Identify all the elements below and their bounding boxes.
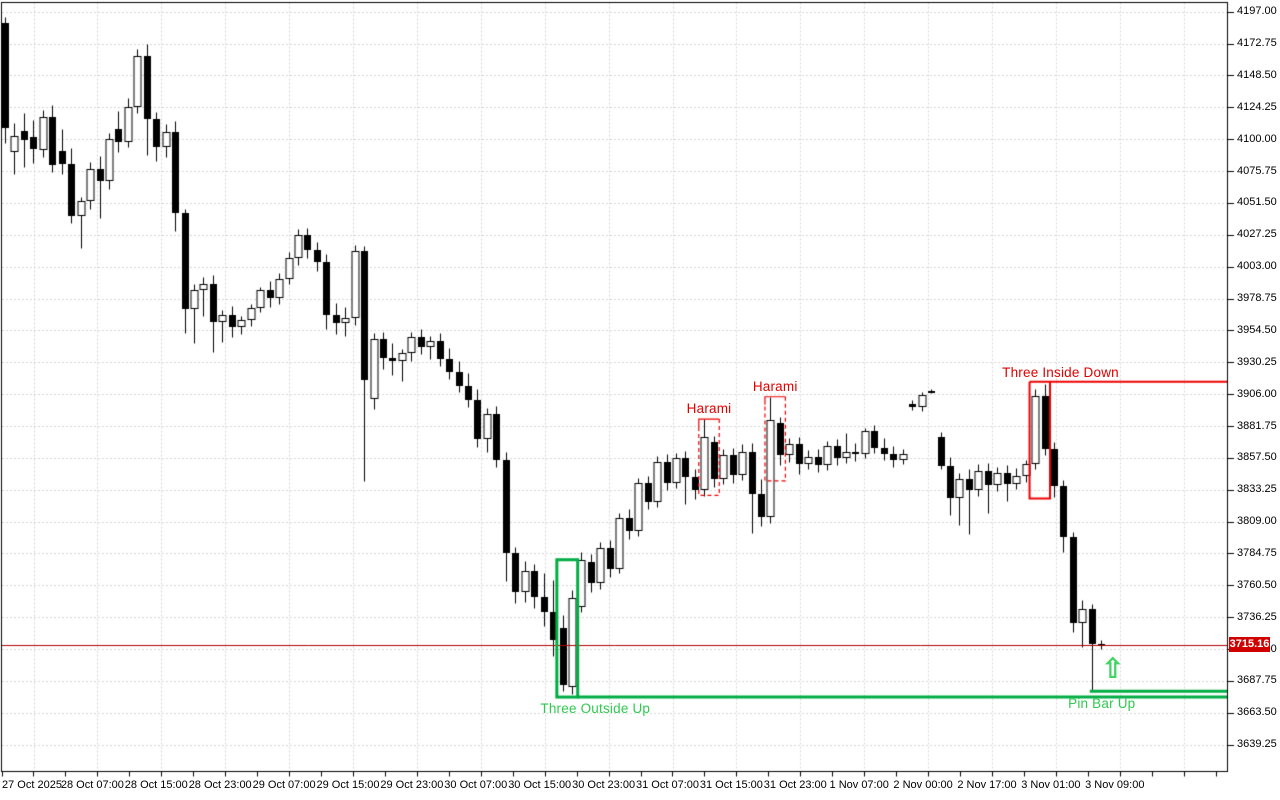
y-axis-label: 3760.50 [1237,578,1277,591]
pattern-label-harami-1: Harami [686,401,732,417]
x-axis-label: 29 Oct 15:00 [316,779,380,791]
current-price-tag: 3715.16 [1229,637,1270,653]
y-axis-label: 4148.50 [1237,68,1277,81]
y-axis-label: 3881.75 [1237,419,1277,432]
y-axis-label: 3833.25 [1237,483,1277,496]
x-axis-label: 31 Oct 07:00 [636,779,699,791]
x-axis-label: 31 Oct 23:00 [763,779,827,791]
x-axis-label: 2 Nov 17:00 [957,779,1017,791]
x-axis-label: 29 Oct 23:00 [380,779,444,791]
y-axis-label: 4051.50 [1237,196,1277,209]
y-axis-label: 3639.25 [1237,738,1277,751]
y-axis-label: 4075.75 [1237,164,1277,177]
x-axis-label: 28 Oct 23:00 [188,779,252,791]
y-axis-label: 3978.75 [1237,292,1277,305]
y-axis-label: 4027.25 [1237,228,1277,241]
x-axis-label: 31 Oct 15:00 [699,779,763,791]
pin-bar-up-arrow-icon: ⇧ [1101,653,1125,684]
x-axis-label: 3 Nov 01:00 [1021,779,1081,791]
y-axis-label: 3954.50 [1237,323,1277,336]
pattern-label-three-outside-up: Three Outside Up [540,701,651,717]
x-axis-label: 29 Oct 07:00 [252,779,316,791]
x-axis-label: 30 Oct 07:00 [444,779,508,791]
y-axis-label: 4197.00 [1237,5,1277,18]
y-axis-label: 4100.00 [1237,132,1277,145]
x-axis-label: 30 Oct 23:00 [572,779,636,791]
y-axis-label: 3784.75 [1237,546,1277,559]
y-axis-label: 3736.25 [1237,610,1277,623]
y-axis-label: 3906.00 [1237,387,1277,400]
y-axis-label: 3930.25 [1237,355,1277,368]
x-axis-label: 28 Oct 15:00 [124,779,188,791]
y-axis-label: 3663.50 [1237,706,1277,719]
pattern-label-three-inside-down: Three Inside Down [1002,364,1119,380]
x-axis-label: 28 Oct 07:00 [60,779,124,791]
y-axis-label: 3687.75 [1237,674,1277,687]
y-axis-label: 3809.00 [1237,515,1277,528]
y-axis-label: 4124.25 [1237,100,1277,113]
x-axis-label: 27 Oct 2025 [2,779,62,791]
price-axis[interactable] [1227,0,1280,772]
y-axis-label: 4172.75 [1237,37,1277,50]
x-axis-label: 3 Nov 09:00 [1085,779,1145,791]
x-axis-label: 2 Nov 00:00 [893,779,953,791]
x-axis-label: 30 Oct 15:00 [508,779,572,791]
y-axis-label: 3857.50 [1237,451,1277,464]
pattern-label-harami-2: Harami [752,378,798,394]
pattern-label-pin-bar-up: Pin Bar Up [1068,696,1136,712]
y-axis-label: 4003.00 [1237,260,1277,273]
x-axis-label: 1 Nov 07:00 [829,779,889,791]
